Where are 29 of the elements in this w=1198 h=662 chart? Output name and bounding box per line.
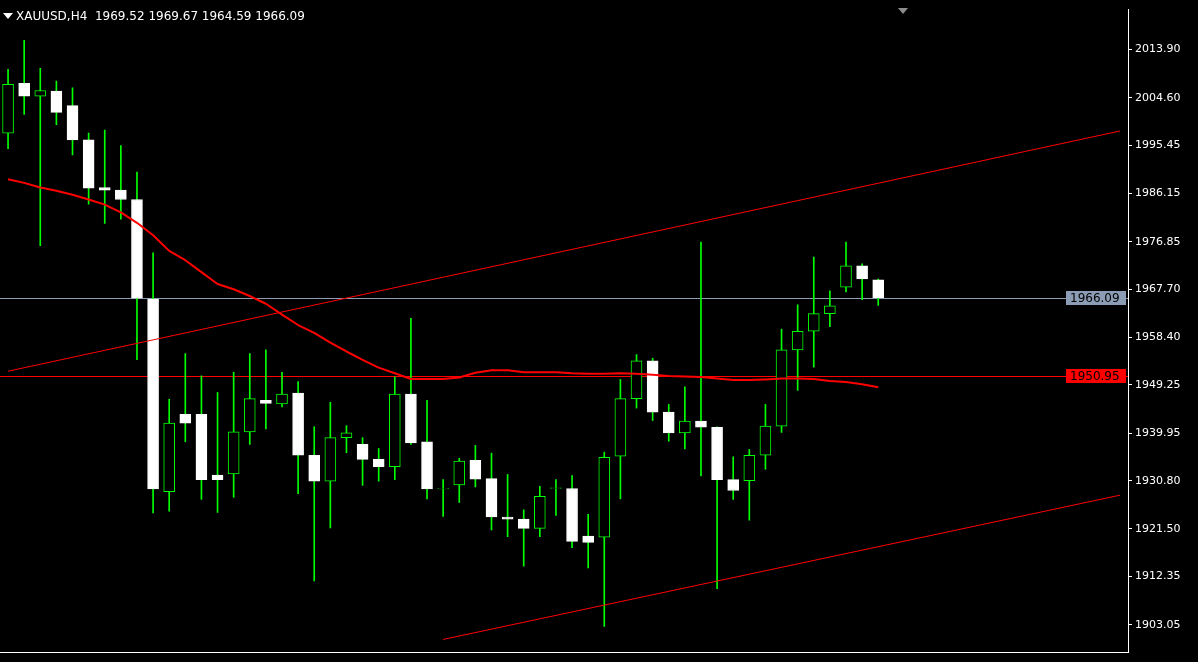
candlestick: [34, 67, 47, 246]
y-tick-label: 2004.60: [1135, 90, 1181, 104]
candlestick: [517, 509, 530, 567]
y-tick-label: 1912.35: [1135, 569, 1181, 583]
candlestick: [179, 353, 192, 443]
ref-line-label: 1950.95: [1070, 369, 1120, 384]
candlestick: [260, 349, 272, 430]
candlestick: [308, 426, 321, 582]
candlestick: [695, 241, 707, 477]
chart-title: XAUUSD,H4 1969.52 1969.67 1964.59 1966.09: [16, 9, 305, 23]
y-tick-label: 1995.45: [1135, 138, 1181, 152]
y-tick-label: 1967.70: [1135, 282, 1181, 296]
candlestick: [824, 290, 836, 327]
y-tick-label: 1986.15: [1135, 186, 1181, 200]
y-tick-label: 1958.40: [1135, 330, 1181, 344]
candlestick: [679, 386, 691, 450]
y-tick-label: 1921.50: [1135, 521, 1181, 535]
ref-line-label: 1966.09: [1070, 291, 1120, 306]
y-tick-label: 1903.05: [1135, 617, 1181, 631]
candlestick: [807, 256, 820, 368]
y-tick-label: 2013.90: [1135, 42, 1181, 56]
candlestick: [582, 514, 594, 569]
candlestick: [18, 39, 30, 115]
candlestick: [372, 448, 385, 482]
y-tick-label: 1939.95: [1135, 426, 1181, 440]
y-tick-label: 1976.85: [1135, 234, 1181, 248]
y-tick-label: 1949.25: [1135, 377, 1181, 391]
candlestick: [115, 145, 127, 220]
y-tick-label: 1930.80: [1135, 473, 1181, 487]
